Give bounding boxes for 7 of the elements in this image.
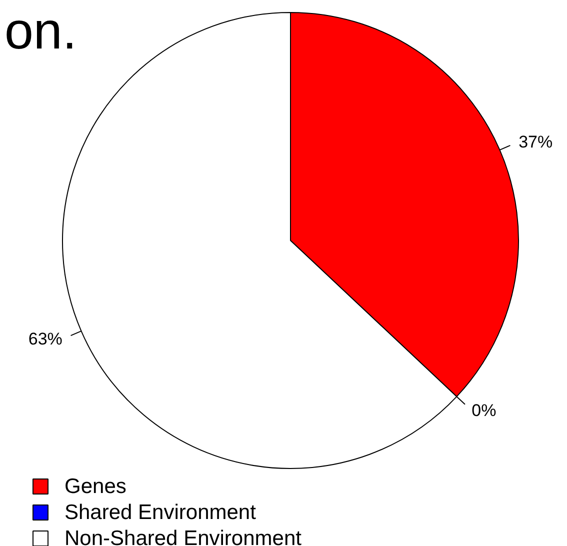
- text: 0%: [472, 401, 496, 420]
- legend-label: Shared Environment: [64, 501, 256, 524]
- legend-label: Non-Shared Environment: [64, 527, 302, 546]
- data-label: 63%: [28, 330, 62, 349]
- chart-title: on.: [4, 2, 77, 60]
- legend-label: Genes: [64, 475, 126, 498]
- data-label: 37%: [518, 132, 553, 152]
